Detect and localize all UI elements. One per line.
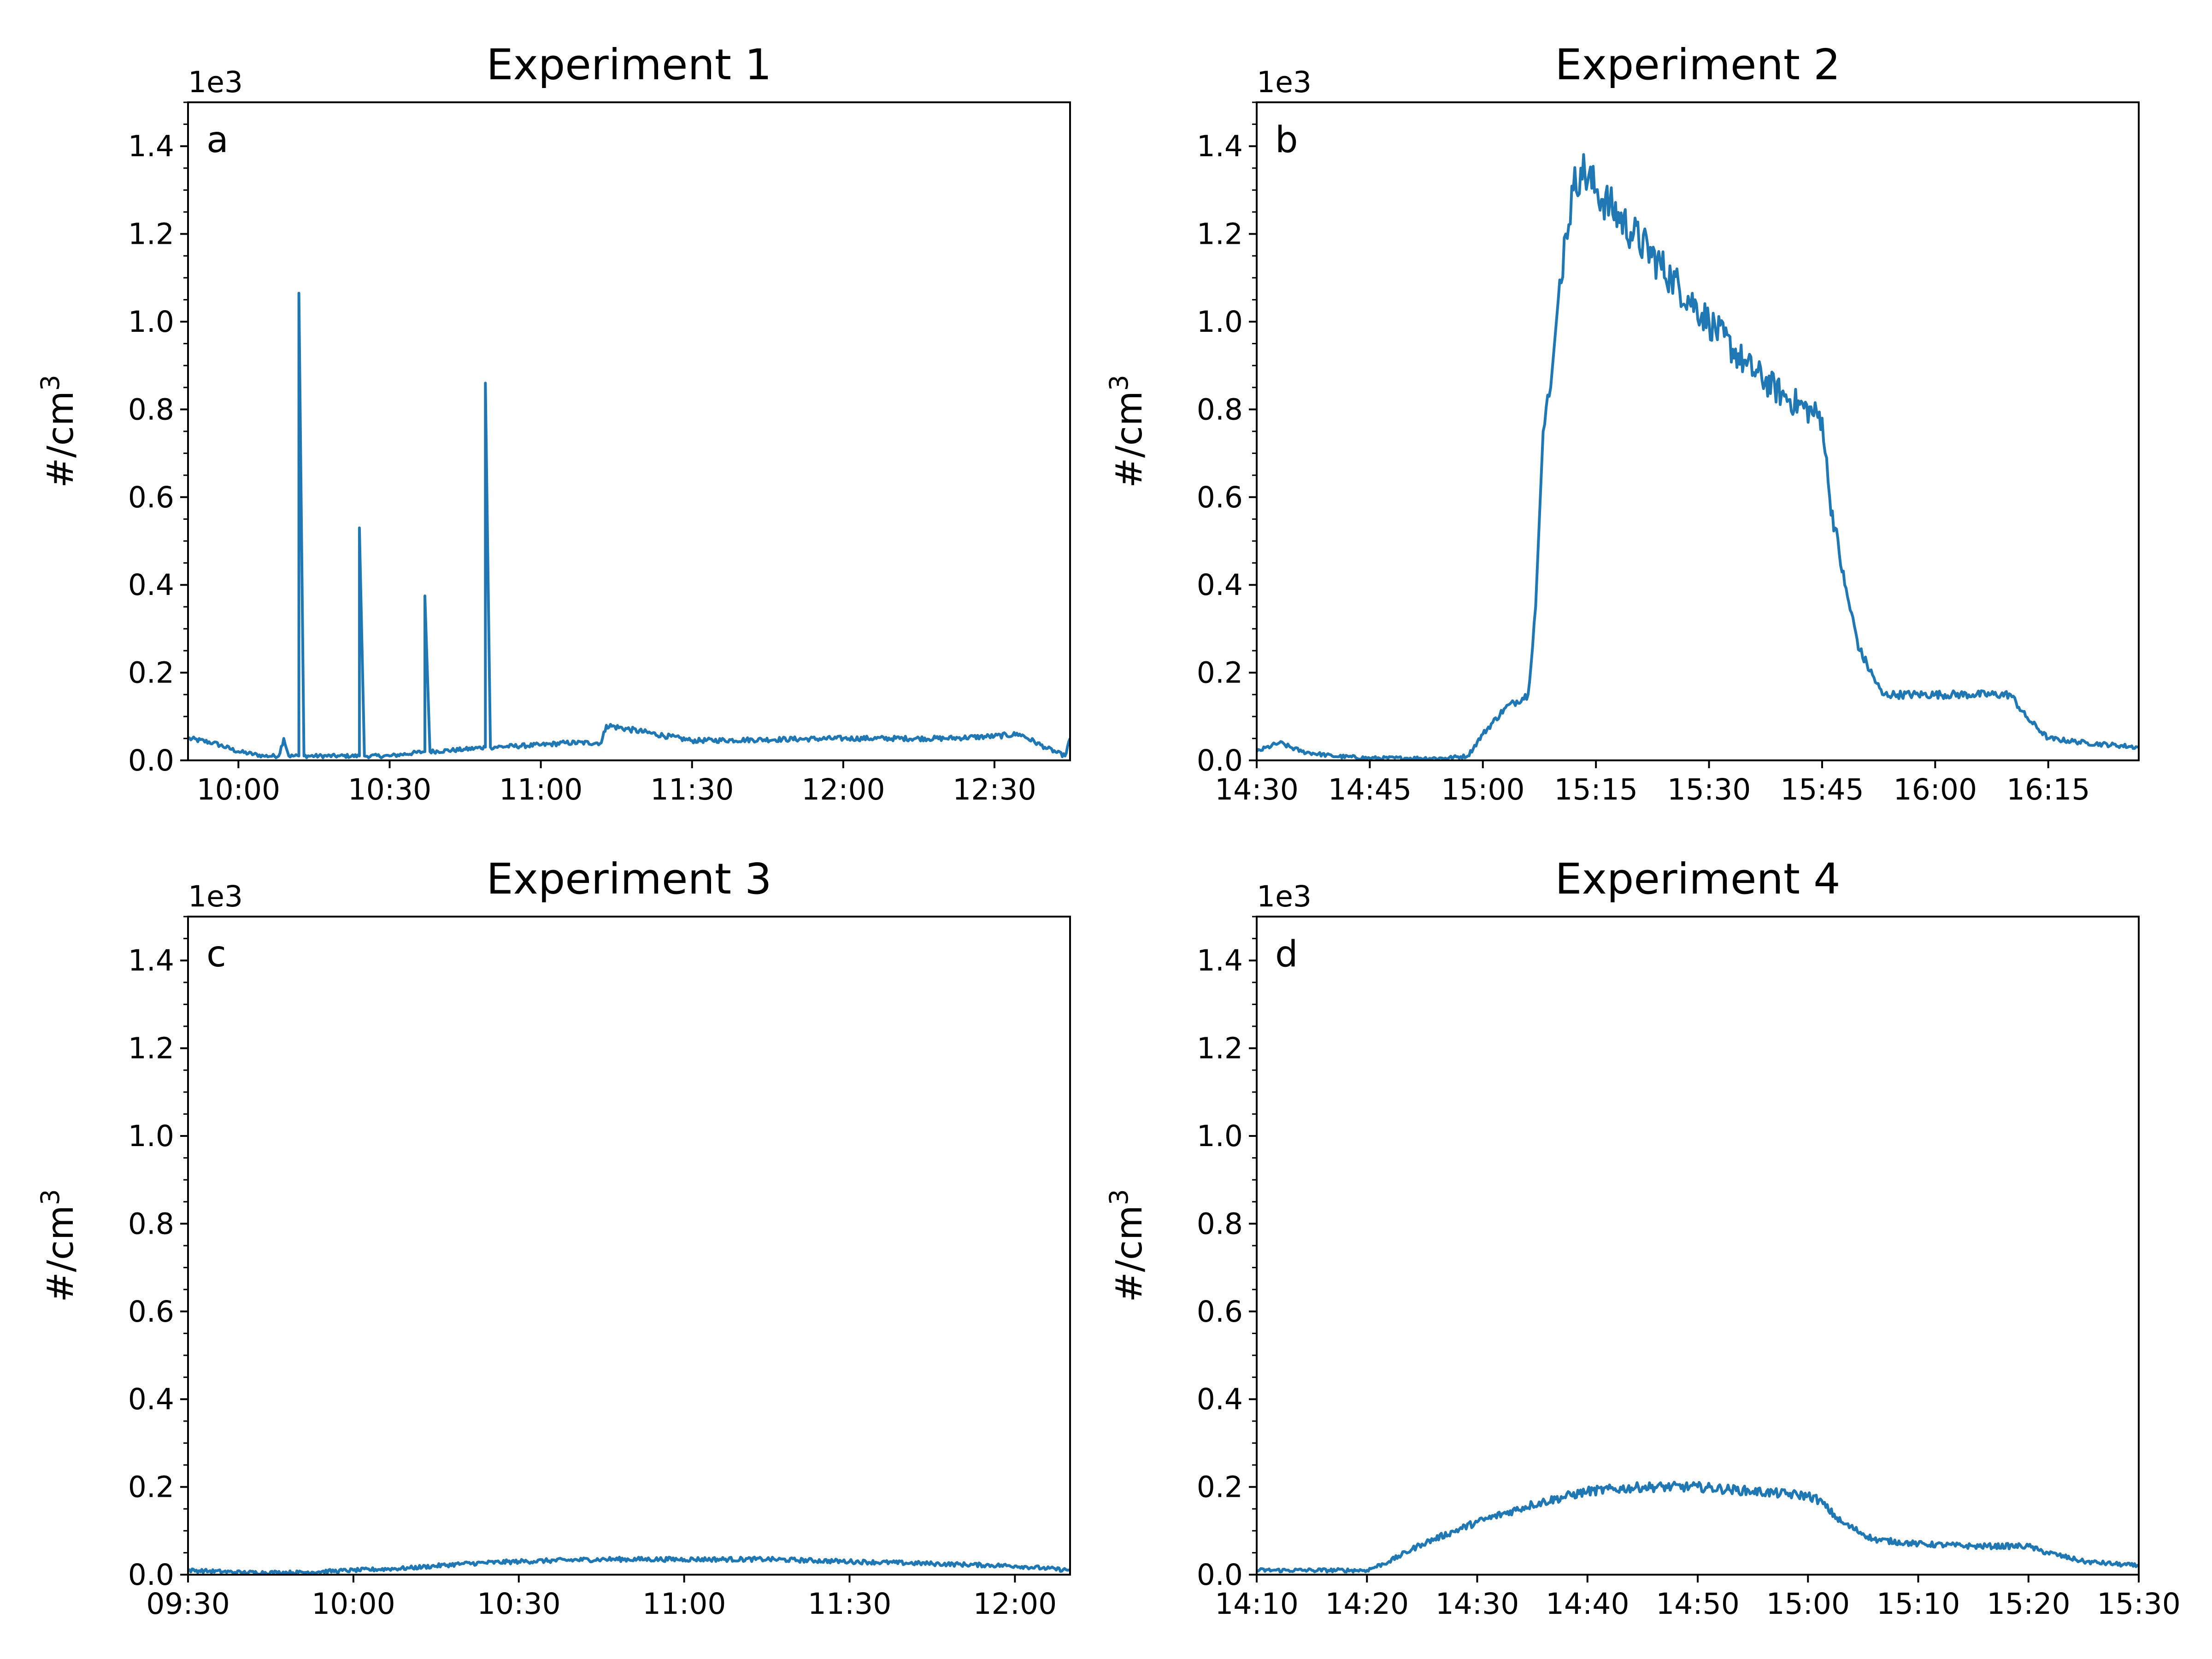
- x-tick-label: 15:30: [1667, 773, 1751, 806]
- panels: 0.0 0.2 0.4 0.6 0.8 1.0 1.2 1.4 10:00 10:30 11:00 1…: [35, 40, 2181, 1621]
- chart-panel-4: 0.0 0.2 0.4 0.6 0.8 1.0 1.2 1.4 14:10 14:20 14:30 1…: [1104, 854, 2181, 1621]
- y-axis-label-text: #/cm: [1109, 1205, 1150, 1302]
- chart-panel-1: 0.0 0.2 0.4 0.6 0.8 1.0 1.2 1.4 10:00 10:30 11:00 1…: [35, 40, 1071, 806]
- y-tick-label: 1.0: [1197, 1119, 1243, 1153]
- x-tick-label: 10:00: [312, 1587, 395, 1621]
- x-tick-label: 10:30: [477, 1587, 561, 1621]
- panel-letter: c: [206, 934, 226, 975]
- x-tick-label: 10:00: [197, 773, 281, 806]
- y-tick-label: 1.0: [1197, 305, 1243, 339]
- x-tick-label: 15:00: [1441, 773, 1525, 806]
- y-tick-label: 1.2: [128, 218, 174, 251]
- x-tick-label: 14:30: [1435, 1587, 1519, 1621]
- panel-title: Experiment 2: [1555, 40, 1840, 89]
- y-axis-label-exponent: 3: [35, 375, 65, 391]
- x-tick-label: 15:45: [1780, 773, 1864, 806]
- y-axis-label-exponent: 3: [1104, 1189, 1134, 1205]
- y-offset-label: 1e3: [1257, 65, 1312, 99]
- series-line: [188, 1555, 1070, 1575]
- panel-title: Experiment 1: [486, 40, 771, 89]
- y-tick-label: 1.4: [128, 944, 174, 977]
- y-tick-label: 0.0: [1197, 1558, 1243, 1592]
- y-tick-label: 0.8: [1197, 1207, 1243, 1241]
- y-tick-label: 1.2: [1197, 1032, 1243, 1065]
- series-line: [188, 292, 1070, 759]
- y-tick-label: 1.4: [1197, 944, 1243, 977]
- y-axis-label-text: #/cm: [40, 391, 82, 488]
- y-axis-label: #/cm3: [35, 1189, 82, 1302]
- x-tick-label: 11:00: [499, 773, 583, 806]
- x-tick-label: 09:30: [146, 1587, 230, 1621]
- y-tick-label: 1.2: [128, 1032, 174, 1065]
- x-tick-label: 15:20: [1987, 1587, 2071, 1621]
- chart-panel-2: 0.0 0.2 0.4 0.6 0.8 1.0 1.2 1.4 14:30 14:45 15:00 1…: [1104, 40, 2140, 806]
- x-tick-label: 11:30: [808, 1587, 892, 1621]
- x-tick-label: 14:45: [1328, 773, 1412, 806]
- x-tick-label: 16:15: [2006, 773, 2090, 806]
- x-tick-label: 15:15: [1554, 773, 1638, 806]
- x-tick-label: 14:40: [1546, 1587, 1630, 1621]
- y-offset-label: 1e3: [188, 65, 243, 99]
- panel-letter: b: [1275, 119, 1298, 161]
- y-tick-label: 0.6: [128, 1295, 174, 1329]
- y-axis-label-exponent: 3: [35, 1189, 65, 1205]
- x-tick-label: 11:00: [642, 1587, 726, 1621]
- y-tick-label: 0.8: [128, 1207, 174, 1241]
- panel-title: Experiment 3: [486, 854, 771, 904]
- y-tick-label: 0.2: [1197, 656, 1243, 690]
- x-tick-label: 12:00: [973, 1587, 1057, 1621]
- y-tick-label: 1.0: [128, 305, 174, 339]
- y-tick-label: 0.8: [1197, 393, 1243, 426]
- chart-panel-3: 0.0 0.2 0.4 0.6 0.8 1.0 1.2 1.4 09:30 10:00 10:30 1…: [35, 854, 1071, 1621]
- y-tick-label: 0.2: [128, 656, 174, 690]
- x-tick-label: 11:30: [650, 773, 734, 806]
- y-tick-label: 0.6: [128, 481, 174, 514]
- y-axis-label-exponent: 3: [1104, 375, 1134, 391]
- y-tick-label: 0.0: [1197, 744, 1243, 777]
- y-axis-label-text: #/cm: [1109, 391, 1150, 488]
- y-tick-label: 0.4: [128, 568, 174, 602]
- x-tick-label: 15:30: [2097, 1587, 2181, 1621]
- x-tick-label: 10:30: [348, 773, 432, 806]
- y-tick-label: 0.8: [128, 393, 174, 426]
- panel-letter: a: [206, 119, 229, 161]
- x-tick-label: 14:30: [1215, 773, 1299, 806]
- y-axis-label: #/cm3: [35, 375, 82, 488]
- y-tick-label: 0.4: [128, 1382, 174, 1416]
- y-tick-label: 1.4: [128, 129, 174, 163]
- x-tick-label: 12:00: [801, 773, 885, 806]
- x-tick-label: 15:10: [1877, 1587, 1960, 1621]
- y-tick-label: 0.0: [128, 1558, 174, 1592]
- y-axis-label: #/cm3: [1104, 1189, 1150, 1302]
- y-tick-label: 0.2: [128, 1471, 174, 1504]
- y-tick-label: 0.4: [1197, 1382, 1243, 1416]
- x-tick-label: 14:50: [1656, 1587, 1740, 1621]
- panel-letter: d: [1275, 934, 1298, 975]
- y-tick-label: 0.6: [1197, 1295, 1243, 1329]
- x-tick-label: 15:00: [1766, 1587, 1850, 1621]
- x-tick-label: 12:30: [953, 773, 1036, 806]
- x-tick-label: 14:10: [1215, 1587, 1299, 1621]
- y-tick-label: 0.6: [1197, 481, 1243, 514]
- x-tick-label: 14:20: [1325, 1587, 1409, 1621]
- series-line: [1257, 153, 2139, 760]
- x-tick-label: 16:00: [1894, 773, 1977, 806]
- series-line: [1257, 1481, 2139, 1574]
- y-tick-label: 0.4: [1197, 568, 1243, 602]
- y-tick-label: 1.0: [128, 1119, 174, 1153]
- y-offset-label: 1e3: [188, 880, 243, 913]
- y-offset-label: 1e3: [1257, 880, 1312, 913]
- y-tick-label: 0.0: [128, 744, 174, 777]
- y-tick-label: 0.2: [1197, 1471, 1243, 1504]
- panel-title: Experiment 4: [1555, 854, 1840, 904]
- y-tick-label: 1.4: [1197, 129, 1243, 163]
- y-tick-label: 1.2: [1197, 218, 1243, 251]
- y-axis-label-text: #/cm: [40, 1205, 82, 1302]
- y-axis-label: #/cm3: [1104, 375, 1150, 488]
